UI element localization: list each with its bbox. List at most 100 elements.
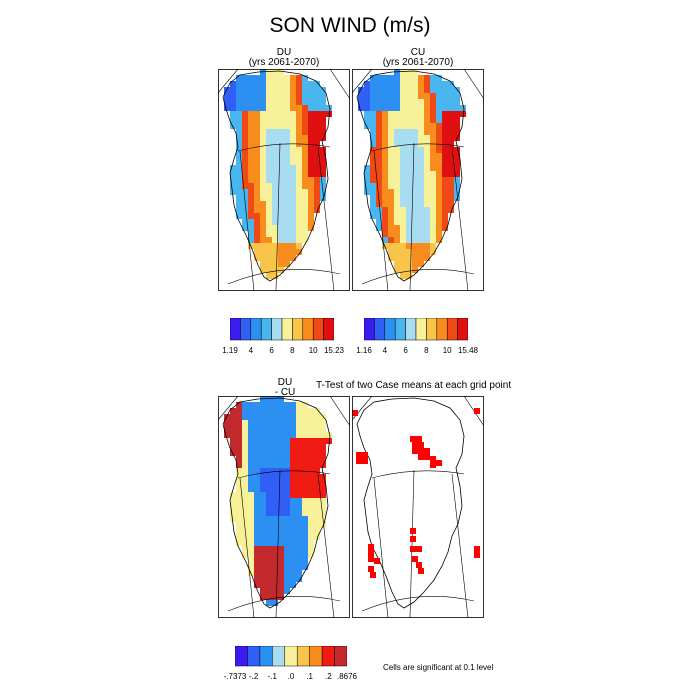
grid-cell [290, 570, 296, 576]
grid-cell [436, 135, 442, 141]
grid-cell [284, 123, 290, 129]
grid-cell [302, 93, 308, 99]
grid-cell [260, 93, 266, 99]
grid-cell [418, 261, 424, 267]
grid-cell [236, 486, 242, 492]
grid-cell [284, 261, 290, 267]
grid-cell [278, 564, 284, 570]
grid-cell [284, 570, 290, 576]
grid-cell [296, 570, 302, 576]
grid-cell [296, 93, 302, 99]
grid-cell [284, 546, 290, 552]
grid-cell [370, 111, 376, 117]
grid-cell [454, 165, 460, 171]
grid-cell [254, 99, 260, 105]
grid-cell [302, 87, 308, 93]
grid-cell [242, 492, 248, 498]
grid-cell [248, 207, 254, 213]
grid-cell [230, 165, 236, 171]
panel-du-title: DU (yrs 2061-2070) [218, 48, 350, 68]
grid-cell [266, 219, 272, 225]
grid-cell [236, 510, 242, 516]
grid-cell [430, 171, 436, 177]
grid-cell [290, 576, 296, 582]
grid-cell [242, 552, 248, 558]
grid-cell [424, 225, 430, 231]
grid-cell [290, 408, 296, 414]
grid-cell [248, 444, 254, 450]
grid-cell [272, 141, 278, 147]
grid-cell [266, 255, 272, 261]
grid-cell [406, 111, 412, 117]
grid-cell [272, 510, 278, 516]
grid-cell [260, 111, 266, 117]
grid-cell [266, 444, 272, 450]
grid-cell [302, 402, 308, 408]
grid-cell [454, 153, 460, 159]
grid-cell [382, 141, 388, 147]
grid-cell [254, 582, 260, 588]
map-panel-cu [352, 69, 484, 291]
grid-cell [412, 153, 418, 159]
grid-cell [364, 87, 370, 93]
grid-cell [388, 255, 394, 261]
grid-cell [260, 261, 266, 267]
grid-cell [394, 201, 400, 207]
grid-cell [412, 243, 418, 249]
grid-cell [230, 426, 236, 432]
colorbar-swatch [309, 646, 323, 667]
grid-cell [412, 201, 418, 207]
grid-cell [272, 183, 278, 189]
grid-cell [254, 237, 260, 243]
grid-cell [254, 462, 260, 468]
grid-cell [248, 420, 254, 426]
grid-cell [284, 207, 290, 213]
grid-cell [230, 492, 236, 498]
grid-cell [278, 402, 284, 408]
grid-cell [400, 255, 406, 261]
grid-cell [290, 171, 296, 177]
grid-cell [448, 147, 454, 153]
grid-cell [412, 117, 418, 123]
grid-cell [242, 105, 248, 111]
grid-cell [302, 474, 308, 480]
grid-cell [266, 135, 272, 141]
grid-cell [266, 408, 272, 414]
grid-cell [230, 450, 236, 456]
grid-cell [302, 552, 308, 558]
significant-cell [416, 562, 422, 568]
grid-cell [248, 414, 254, 420]
grid-cell [272, 420, 278, 426]
grid-cell [302, 111, 308, 117]
grid-cell [394, 237, 400, 243]
grid-cell [278, 129, 284, 135]
grid-cell [308, 123, 314, 129]
grid-cell [248, 159, 254, 165]
grid-cell [278, 528, 284, 534]
grid-cell [254, 576, 260, 582]
grid-cell [418, 249, 424, 255]
grid-cell [284, 498, 290, 504]
grid-cell [248, 516, 254, 522]
significant-cell [418, 448, 424, 454]
grid-cell [290, 450, 296, 456]
colorbar-swatch [250, 318, 262, 341]
grid-cell [272, 231, 278, 237]
grid-cell [388, 123, 394, 129]
grid-cell [260, 237, 266, 243]
grid-cell [308, 426, 314, 432]
grid-cell [296, 87, 302, 93]
grid-cell [254, 135, 260, 141]
colorbar-swatch [415, 318, 427, 341]
grid-cell [308, 432, 314, 438]
grid-cell [406, 255, 412, 261]
grid-cell [400, 213, 406, 219]
grid-cell [284, 522, 290, 528]
grid-cell [382, 213, 388, 219]
grid-cell [236, 480, 242, 486]
grid-cell [430, 201, 436, 207]
grid-cell [308, 546, 314, 552]
significance-note: Cells are significant at 0.1 level [383, 663, 494, 672]
grid-cell [260, 267, 266, 273]
grid-cell [296, 159, 302, 165]
